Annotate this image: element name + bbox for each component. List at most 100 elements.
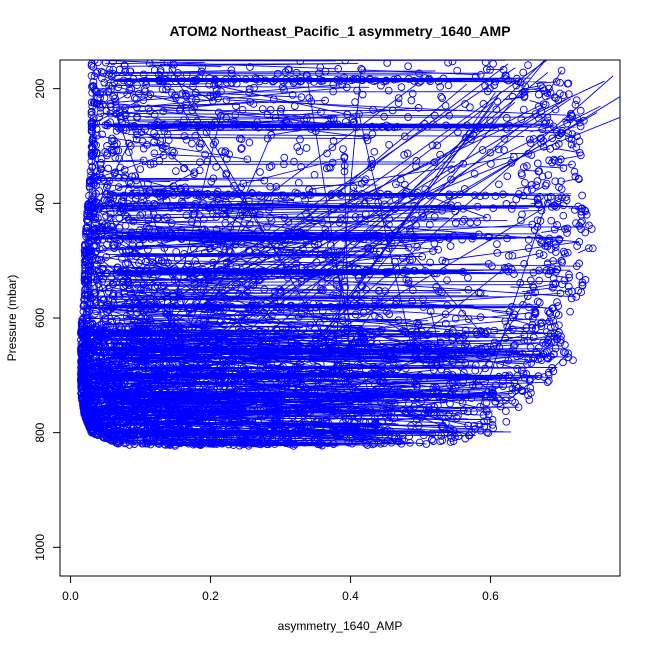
data-point <box>167 219 176 227</box>
data-point <box>418 209 426 218</box>
data-point <box>258 316 267 325</box>
profile-segment <box>107 192 556 195</box>
data-point <box>464 315 473 324</box>
data-point <box>358 66 367 74</box>
data-point <box>122 370 131 379</box>
data-point <box>83 395 92 403</box>
data-point <box>386 234 395 243</box>
data-point <box>325 349 333 358</box>
data-point <box>192 269 201 277</box>
data-point <box>150 368 159 376</box>
data-point <box>502 114 511 122</box>
data-point <box>273 326 282 335</box>
data-point <box>102 323 110 332</box>
data-point <box>83 227 92 235</box>
data-point <box>117 428 126 437</box>
data-point <box>252 438 261 447</box>
data-point <box>496 360 505 369</box>
profile-segment <box>134 283 231 286</box>
data-point <box>133 395 142 404</box>
data-point <box>390 205 399 213</box>
data-point <box>513 372 522 380</box>
data-point <box>80 290 89 299</box>
data-point <box>133 399 142 407</box>
data-point <box>366 339 375 347</box>
data-point <box>358 333 367 342</box>
data-point <box>146 295 155 303</box>
data-point <box>344 377 352 386</box>
data-point <box>126 372 134 381</box>
data-point <box>413 243 422 251</box>
data-point <box>116 235 125 244</box>
data-point <box>309 236 318 245</box>
data-point <box>433 233 442 242</box>
data-point <box>142 344 151 352</box>
data-point <box>112 146 121 155</box>
data-point <box>231 110 240 119</box>
data-point <box>505 347 514 356</box>
data-point <box>163 299 172 307</box>
data-point <box>369 331 377 340</box>
profile-segment <box>422 210 456 214</box>
data-point <box>340 167 349 176</box>
data-point <box>109 65 118 74</box>
data-point <box>81 383 90 392</box>
data-point <box>168 151 177 160</box>
data-point <box>208 371 217 379</box>
data-point <box>320 314 329 323</box>
data-point <box>239 268 247 277</box>
data-point <box>324 247 333 256</box>
data-point <box>138 415 147 424</box>
data-point <box>377 417 386 426</box>
data-point <box>268 371 276 380</box>
data-point <box>107 273 116 282</box>
data-point <box>294 341 303 349</box>
data-point <box>480 417 488 426</box>
data-point <box>180 375 189 384</box>
data-point <box>174 409 183 418</box>
data-point <box>267 368 276 377</box>
data-point <box>368 130 377 138</box>
data-point <box>192 191 200 199</box>
data-point <box>504 76 513 85</box>
data-point <box>281 75 290 84</box>
data-point <box>246 232 254 241</box>
data-point <box>176 342 185 350</box>
data-point <box>281 422 289 431</box>
data-point <box>243 287 251 296</box>
data-point <box>300 408 309 416</box>
data-point <box>272 425 280 434</box>
data-point <box>186 428 195 436</box>
data-point <box>176 184 185 193</box>
data-point <box>173 255 182 263</box>
data-point <box>316 440 324 449</box>
data-point <box>544 368 553 377</box>
data-point <box>265 391 274 399</box>
data-point <box>178 416 186 424</box>
data-point <box>501 396 510 405</box>
data-point <box>128 251 136 260</box>
data-point <box>217 439 225 448</box>
data-point <box>502 407 510 416</box>
data-point <box>304 344 313 353</box>
data-point <box>459 204 468 213</box>
data-point <box>155 361 164 370</box>
data-point <box>174 288 183 296</box>
data-point <box>430 212 439 221</box>
data-point <box>77 377 85 386</box>
data-point <box>106 214 115 222</box>
data-point <box>179 324 187 333</box>
data-point <box>362 407 370 415</box>
data-point <box>135 259 143 267</box>
data-point <box>132 135 141 144</box>
data-point <box>140 430 149 439</box>
data-point <box>251 74 260 82</box>
data-point <box>113 333 122 342</box>
data-point <box>500 134 509 143</box>
data-point <box>353 75 362 84</box>
data-point <box>235 372 244 380</box>
data-point <box>113 239 122 248</box>
data-point <box>159 107 168 116</box>
data-point <box>479 411 488 420</box>
data-point <box>277 191 286 200</box>
